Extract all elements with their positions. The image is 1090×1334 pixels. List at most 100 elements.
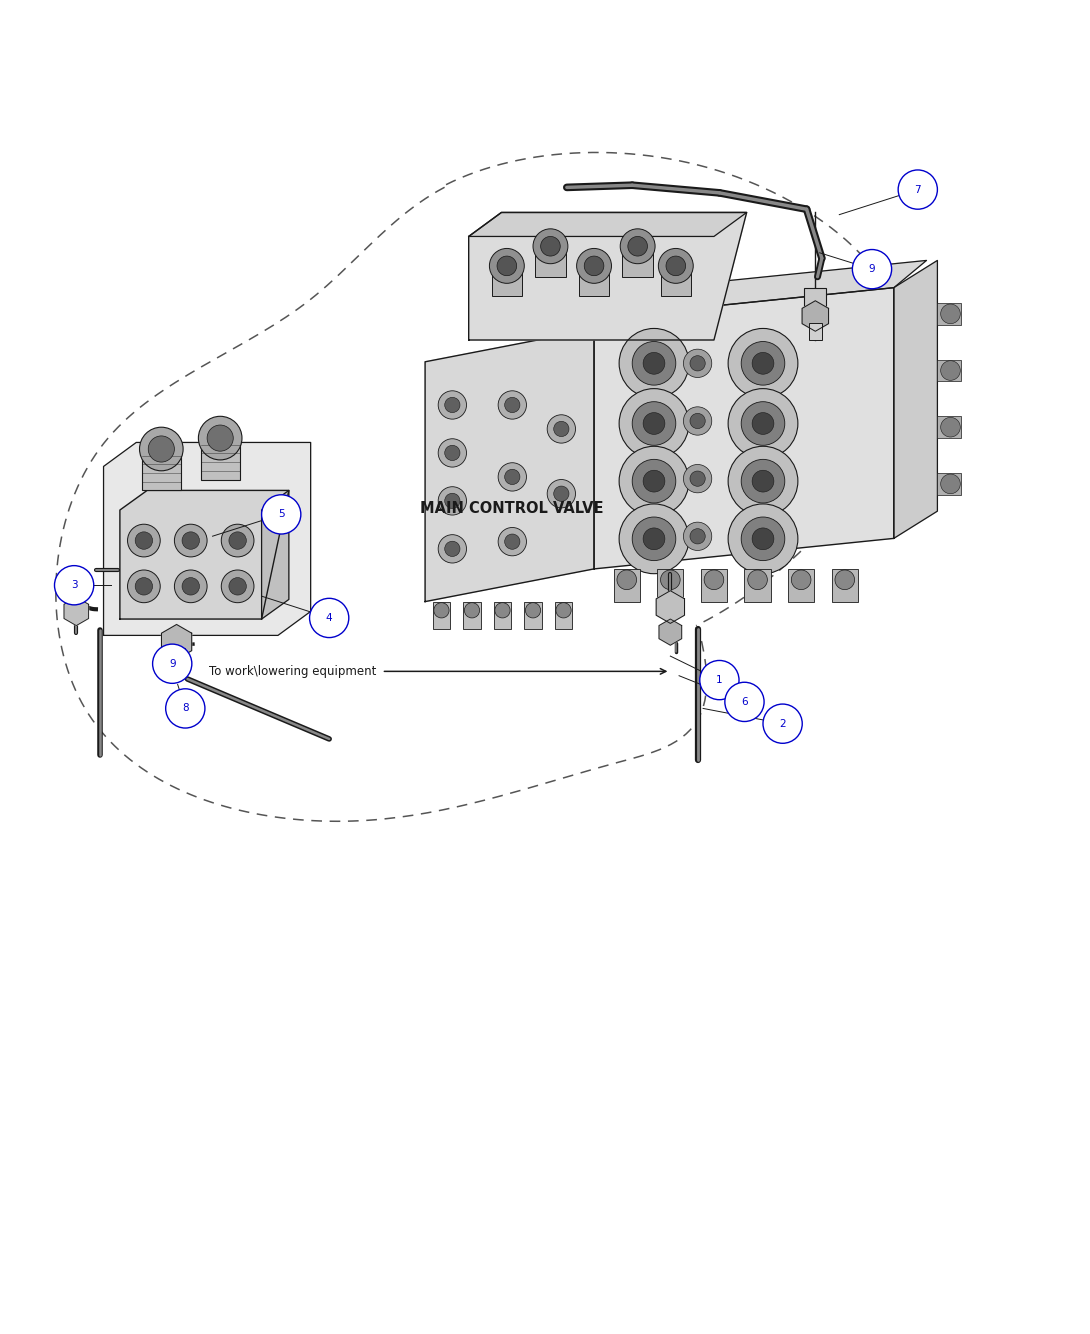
Circle shape <box>728 504 798 574</box>
Bar <box>937 303 961 324</box>
Bar <box>809 323 822 340</box>
Circle shape <box>619 388 689 459</box>
Circle shape <box>497 256 517 276</box>
Circle shape <box>438 439 467 467</box>
Polygon shape <box>594 288 894 568</box>
Circle shape <box>704 570 724 590</box>
Circle shape <box>438 487 467 515</box>
Circle shape <box>148 436 174 462</box>
Circle shape <box>617 570 637 590</box>
Bar <box>788 568 814 602</box>
Bar <box>433 602 450 628</box>
Circle shape <box>128 570 160 603</box>
Circle shape <box>445 494 460 508</box>
Circle shape <box>683 464 712 492</box>
Circle shape <box>533 229 568 264</box>
Text: 8: 8 <box>182 703 189 714</box>
Circle shape <box>310 599 349 638</box>
Circle shape <box>632 518 676 560</box>
Polygon shape <box>802 300 828 331</box>
Circle shape <box>658 248 693 283</box>
Circle shape <box>262 495 301 534</box>
Circle shape <box>547 479 576 508</box>
Circle shape <box>464 603 480 618</box>
Circle shape <box>643 471 665 492</box>
Circle shape <box>221 524 254 556</box>
Circle shape <box>445 542 460 556</box>
Circle shape <box>445 446 460 460</box>
Bar <box>657 568 683 602</box>
Circle shape <box>752 412 774 435</box>
Circle shape <box>752 352 774 375</box>
Circle shape <box>140 427 183 471</box>
Circle shape <box>690 528 705 544</box>
Circle shape <box>690 471 705 487</box>
Polygon shape <box>64 598 88 626</box>
Polygon shape <box>262 491 289 619</box>
Bar <box>494 602 511 628</box>
Circle shape <box>741 518 785 560</box>
Text: 7: 7 <box>915 184 921 195</box>
Circle shape <box>661 570 680 590</box>
Circle shape <box>643 528 665 550</box>
Polygon shape <box>469 212 747 236</box>
Circle shape <box>643 352 665 375</box>
Circle shape <box>182 532 199 550</box>
Bar <box>661 265 691 296</box>
Circle shape <box>229 532 246 550</box>
Bar <box>937 474 961 495</box>
Circle shape <box>752 471 774 492</box>
Circle shape <box>683 522 712 551</box>
Circle shape <box>577 248 611 283</box>
Polygon shape <box>659 619 681 646</box>
Circle shape <box>632 402 676 446</box>
Circle shape <box>166 688 205 728</box>
Circle shape <box>683 407 712 435</box>
Circle shape <box>941 474 960 494</box>
Circle shape <box>741 402 785 446</box>
Circle shape <box>941 418 960 438</box>
Circle shape <box>941 360 960 380</box>
Circle shape <box>941 304 960 324</box>
Circle shape <box>128 524 160 556</box>
Circle shape <box>498 463 526 491</box>
Circle shape <box>489 248 524 283</box>
Circle shape <box>628 236 647 256</box>
Circle shape <box>182 578 199 595</box>
Bar <box>744 568 771 602</box>
Bar <box>168 648 185 666</box>
Circle shape <box>835 570 855 590</box>
Circle shape <box>153 644 192 683</box>
Circle shape <box>619 447 689 516</box>
Polygon shape <box>161 624 192 659</box>
Circle shape <box>791 570 811 590</box>
Circle shape <box>619 504 689 574</box>
Circle shape <box>554 486 569 502</box>
Circle shape <box>683 350 712 378</box>
Circle shape <box>725 682 764 722</box>
Text: 1: 1 <box>716 675 723 686</box>
Circle shape <box>620 229 655 264</box>
Text: 3: 3 <box>71 580 77 590</box>
Bar <box>579 265 609 296</box>
Bar <box>832 568 858 602</box>
Circle shape <box>505 470 520 484</box>
Circle shape <box>135 532 153 550</box>
Polygon shape <box>469 212 747 340</box>
Bar <box>622 247 653 276</box>
Circle shape <box>229 578 246 595</box>
Bar <box>614 568 640 602</box>
Circle shape <box>438 391 467 419</box>
Text: 5: 5 <box>278 510 284 519</box>
Circle shape <box>495 603 510 618</box>
Circle shape <box>554 422 569 436</box>
Circle shape <box>556 603 571 618</box>
Text: To work\lowering equipment: To work\lowering equipment <box>208 664 376 678</box>
Circle shape <box>728 328 798 399</box>
Circle shape <box>690 414 705 428</box>
Circle shape <box>763 704 802 743</box>
Circle shape <box>666 256 686 276</box>
Circle shape <box>852 249 892 288</box>
Text: 2: 2 <box>779 719 786 728</box>
Circle shape <box>748 570 767 590</box>
